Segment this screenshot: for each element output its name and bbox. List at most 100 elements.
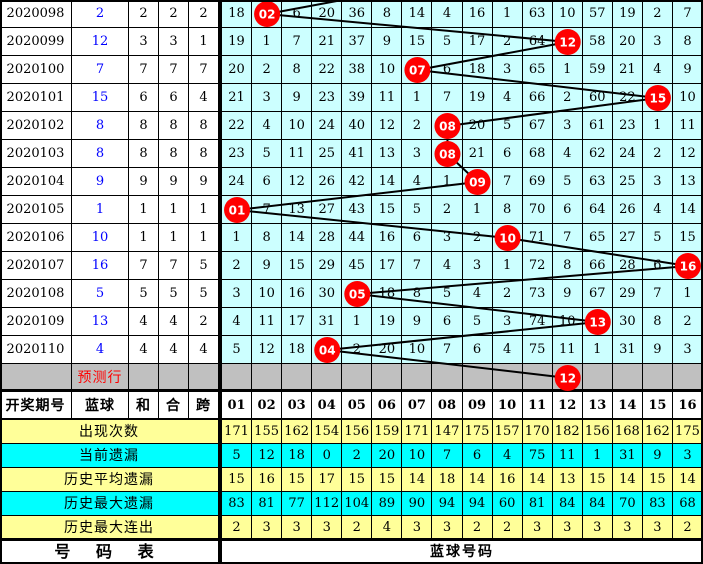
combine-cell: 8 xyxy=(159,112,189,140)
stat-value-cell: 2 xyxy=(492,516,523,540)
grid-cell: 2 xyxy=(222,252,253,280)
grid-cell: 64 xyxy=(522,28,553,56)
grid-cell: 3 xyxy=(432,224,463,252)
stat-value-cell: 15 xyxy=(222,468,253,492)
grid-cell: 7 xyxy=(432,84,463,112)
grid-cell: 14 xyxy=(672,196,703,224)
grid-cell: 8 xyxy=(642,308,673,336)
grid-cell xyxy=(642,364,673,392)
period-cell: 2020106 xyxy=(0,224,72,252)
grid-cell: 22 xyxy=(222,112,253,140)
stat-value-cell: 90 xyxy=(402,492,433,516)
grid-cell xyxy=(432,112,463,140)
grid-cell: 4 xyxy=(432,252,463,280)
grid-cell: 12 xyxy=(252,336,283,364)
stat-value-cell: 3 xyxy=(582,516,613,540)
combine-cell: 5 xyxy=(159,280,189,308)
combine-cell: 1 xyxy=(159,196,189,224)
grid-cell: 6 xyxy=(552,196,583,224)
grid-cell: 60 xyxy=(582,84,613,112)
blue-ball-value: 8 xyxy=(72,140,129,168)
stat-value-cell: 14 xyxy=(402,468,433,492)
stat-value-cell: 14 xyxy=(522,468,553,492)
grid-cell: 6 xyxy=(432,56,463,84)
grid-cell: 30 xyxy=(312,280,343,308)
combine-cell xyxy=(159,364,189,392)
grid-cell: 36 xyxy=(342,0,373,28)
stat-value-cell: 3 xyxy=(612,516,643,540)
grid-cell: 63 xyxy=(582,168,613,196)
grid-cell: 14 xyxy=(372,168,403,196)
grid-cell: 5 xyxy=(402,196,433,224)
span-cell: 5 xyxy=(189,280,219,308)
grid-cell: 18 xyxy=(222,0,253,28)
grid-cell: 74 xyxy=(522,308,553,336)
grid-cell: 6 xyxy=(252,168,283,196)
combine-header: 合 xyxy=(159,392,189,420)
stat-value-cell: 14 xyxy=(462,468,493,492)
grid-cell xyxy=(582,308,613,336)
grid-cell xyxy=(252,364,283,392)
grid-cell: 37 xyxy=(342,28,373,56)
grid-cell xyxy=(672,364,703,392)
grid-cell: 70 xyxy=(522,196,553,224)
blue-ball-value: 7 xyxy=(72,56,129,84)
grid-cell: 8 xyxy=(492,196,523,224)
grid-cell: 24 xyxy=(612,140,643,168)
stat-value-cell: 147 xyxy=(432,420,463,444)
stat-value-cell: 68 xyxy=(672,492,703,516)
grid-cell: 43 xyxy=(342,196,373,224)
grid-cell: 4 xyxy=(642,196,673,224)
stat-value-cell: 20 xyxy=(372,444,403,468)
sum-cell: 8 xyxy=(129,112,159,140)
span-header: 跨 xyxy=(189,392,219,420)
grid-cell: 22 xyxy=(612,84,643,112)
stat-value-cell: 15 xyxy=(372,468,403,492)
grid-cell: 73 xyxy=(522,280,553,308)
period-cell: 2020109 xyxy=(0,308,72,336)
grid-cell xyxy=(492,224,523,252)
grid-cell: 17 xyxy=(462,28,493,56)
grid-cell: 28 xyxy=(312,224,343,252)
span-cell: 1 xyxy=(189,28,219,56)
sum-cell: 7 xyxy=(129,56,159,84)
grid-cell: 12 xyxy=(372,112,403,140)
grid-cell: 20 xyxy=(462,112,493,140)
stat-value-cell: 0 xyxy=(312,444,343,468)
stat-value-cell: 15 xyxy=(642,468,673,492)
grid-cell xyxy=(312,336,343,364)
stat-value-cell: 162 xyxy=(282,420,313,444)
combine-cell: 4 xyxy=(159,308,189,336)
blue-ball-value: 8 xyxy=(72,112,129,140)
stat-value-cell: 3 xyxy=(282,516,313,540)
ball-number-header: 03 xyxy=(282,392,313,420)
ball-number-header: 04 xyxy=(312,392,343,420)
stat-row-label: 历史最大遗漏 xyxy=(0,492,219,516)
period-cell: 2020103 xyxy=(0,140,72,168)
grid-cell: 2 xyxy=(672,308,703,336)
blue-ball-value: 5 xyxy=(72,280,129,308)
stat-value-cell: 13 xyxy=(552,468,583,492)
grid-cell xyxy=(582,364,613,392)
stat-value-cell: 83 xyxy=(222,492,253,516)
sum-cell: 1 xyxy=(129,196,159,224)
grid-cell: 7 xyxy=(402,252,433,280)
grid-cell: 13 xyxy=(372,140,403,168)
grid-cell: 8 xyxy=(402,280,433,308)
grid-cell xyxy=(402,56,433,84)
grid-cell: 42 xyxy=(342,168,373,196)
grid-cell: 2 xyxy=(642,0,673,28)
grid-cell: 4 xyxy=(402,168,433,196)
blue-ball-value: 1 xyxy=(72,196,129,224)
stat-value-cell: 84 xyxy=(552,492,583,516)
grid-cell: 16 xyxy=(462,0,493,28)
grid-cell: 1 xyxy=(492,252,523,280)
ball-number-header: 16 xyxy=(672,392,703,420)
grid-cell: 10 xyxy=(552,0,583,28)
sum-cell xyxy=(129,364,159,392)
span-cell: 2 xyxy=(189,0,219,28)
stat-value-cell: 182 xyxy=(552,420,583,444)
grid-cell: 16 xyxy=(282,280,313,308)
grid-cell: 11 xyxy=(282,140,313,168)
grid-cell: 65 xyxy=(522,56,553,84)
